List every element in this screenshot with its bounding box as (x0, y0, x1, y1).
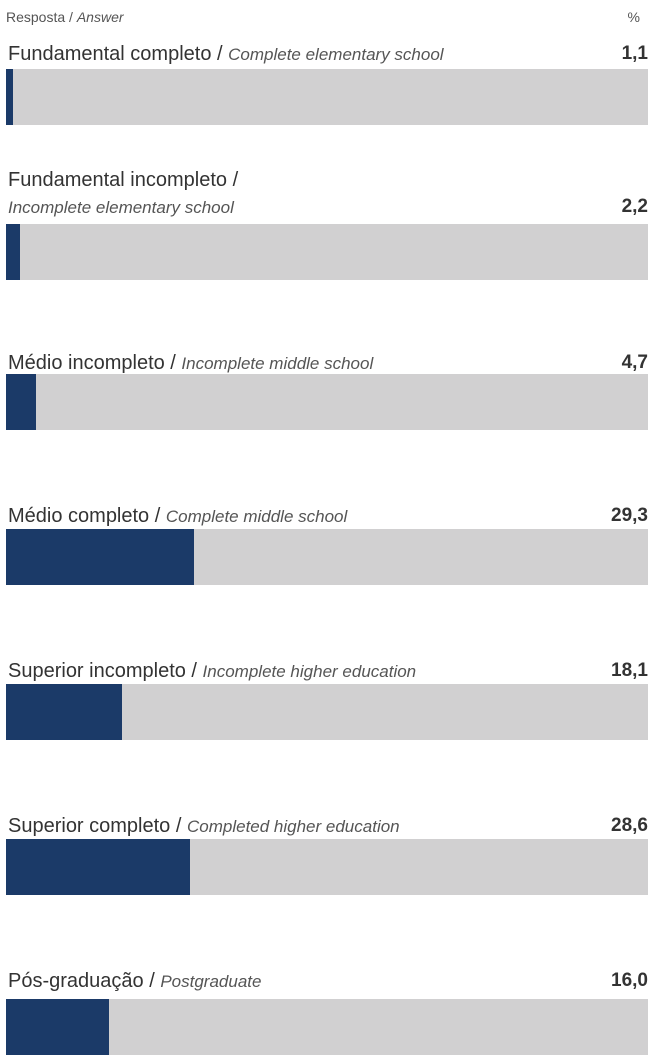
category-label-en: Postgraduate (160, 972, 262, 991)
category-label-en: Completed higher education (186, 817, 400, 836)
value-label: 18,1 (611, 660, 648, 681)
bar (6, 529, 195, 585)
bar-track (6, 69, 648, 125)
bar (6, 69, 14, 125)
value-label: 2,2 (621, 196, 648, 217)
bar-track (6, 839, 648, 895)
category-label-en: Incomplete higher education (202, 662, 417, 681)
category-label: Fundamental incompleto / Incomplete elem… (8, 167, 238, 221)
category-label-en: Incomplete elementary school (8, 198, 234, 217)
bar (6, 684, 123, 740)
category-label: Médio incompleto / Incomplete middle sch… (8, 351, 373, 376)
category-label-en: Complete middle school (165, 507, 348, 526)
value-label: 28,6 (611, 815, 648, 836)
bar (6, 839, 190, 895)
category-label: Médio completo / Complete middle school (8, 504, 347, 529)
header-answer-label: Resposta / Answer (6, 9, 124, 25)
category-label: Superior incompleto / Incomplete higher … (8, 659, 416, 684)
bar-track (6, 999, 648, 1055)
bar-track (6, 529, 648, 585)
bar-track (6, 224, 648, 280)
category-label-pt: Médio completo / (8, 505, 166, 527)
value-label: 4,7 (621, 352, 648, 373)
bar (6, 224, 21, 280)
category-label-pt: Pós-graduação / (8, 970, 161, 992)
value-label: 29,3 (611, 505, 648, 526)
category-label-en: Complete elementary school (228, 45, 444, 64)
value-label: 1,1 (621, 43, 648, 64)
header-answer-en: Answer (76, 9, 124, 25)
value-label: 16,0 (611, 970, 648, 991)
category-label: Superior completo / Completed higher edu… (8, 814, 400, 839)
category-label: Pós-graduação / Postgraduate (8, 969, 261, 994)
category-label-pt: Fundamental completo / (8, 43, 229, 65)
bar (6, 999, 109, 1055)
bar-track (6, 374, 648, 430)
header-percent-label: % (627, 9, 640, 25)
bar (6, 374, 37, 430)
category-label: Fundamental completo / Complete elementa… (8, 42, 444, 67)
bar-track (6, 684, 648, 740)
category-label-pt: Superior completo / (8, 815, 187, 837)
category-label-pt: Médio incompleto / (8, 352, 182, 374)
header-answer-pt: Resposta / (6, 9, 77, 25)
category-label-pt: Superior incompleto / (8, 660, 203, 682)
category-label-en: Incomplete middle school (181, 354, 374, 373)
category-label-pt: Fundamental incompleto / (8, 169, 239, 191)
